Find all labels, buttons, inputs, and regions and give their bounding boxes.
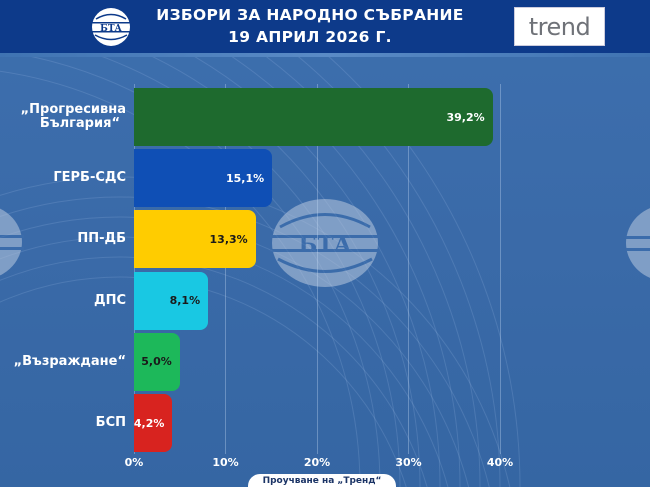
bta-watermark-left-icon bbox=[0, 208, 24, 276]
category-label: „Прогресивна България“ bbox=[21, 103, 126, 131]
x-tick-label: 0% bbox=[124, 456, 144, 469]
x-tick-label: 30% bbox=[395, 456, 422, 469]
category-label: БСП bbox=[96, 416, 126, 430]
category-label: ГЕРБ-СДС bbox=[53, 171, 126, 185]
trend-logo-text: trend bbox=[528, 12, 591, 41]
category-label-line: България“ bbox=[39, 116, 120, 131]
bar-value-label: 5,0% bbox=[141, 355, 172, 369]
x-tick-label: 10% bbox=[212, 456, 239, 469]
bta-watermark-icon: БТА bbox=[270, 199, 380, 287]
bar-value-label: 4,2% bbox=[133, 416, 165, 430]
category-label: „Възраждане“ bbox=[13, 353, 126, 369]
bta-watermark-right-icon bbox=[626, 208, 650, 278]
gridline-20 bbox=[317, 84, 318, 454]
category-label: ДПС bbox=[94, 292, 126, 308]
source-note: Проучване на „Тренд“ bbox=[248, 474, 396, 487]
gridline-30 bbox=[408, 84, 409, 454]
gridline-0 bbox=[134, 84, 135, 454]
bar-value-label: 8,1% bbox=[169, 294, 201, 308]
header-bar: БТА ИЗБОРИ ЗА НАРОДНО СЪБРАНИЕ 19 АПРИЛ … bbox=[0, 0, 650, 53]
bta-logo-icon: БТА bbox=[92, 8, 130, 46]
bar: 5,0% bbox=[134, 332, 180, 391]
trend-logo: trend bbox=[514, 7, 605, 46]
bar: 15,1% bbox=[134, 149, 273, 208]
bar: 4,2% bbox=[133, 394, 173, 452]
svg-text:БТА: БТА bbox=[298, 232, 351, 258]
bar-value-label: 13,3% bbox=[209, 232, 248, 246]
title-line-2: 19 АПРИЛ 2026 Г. bbox=[228, 28, 392, 46]
category-label-line: ПП-ДБ bbox=[77, 231, 126, 247]
x-tick-label: 40% bbox=[486, 456, 514, 469]
x-tick-label: 20% bbox=[303, 456, 331, 469]
category-label: ПП-ДБ bbox=[77, 232, 126, 246]
bar: 13,3% bbox=[134, 210, 256, 269]
category-label-line: „Прогресивна bbox=[20, 102, 126, 117]
category-label-line: „Възраждане“ bbox=[13, 353, 126, 369]
svg-text:БТА: БТА bbox=[100, 24, 122, 34]
bar: 8,1% bbox=[134, 271, 209, 330]
bar-value-label: 15,1% bbox=[225, 171, 265, 185]
bar-value-label: 39,2% bbox=[446, 110, 485, 124]
category-label-line: ГЕРБ-СДС bbox=[53, 170, 126, 186]
gridline-40 bbox=[500, 84, 501, 454]
title-line-1: ИЗБОРИ ЗА НАРОДНО СЪБРАНИЕ bbox=[156, 6, 464, 24]
background-arcs bbox=[0, 57, 521, 487]
gridline-10 bbox=[225, 84, 226, 454]
bar: 39,2% bbox=[134, 88, 493, 146]
category-label-line: БСП bbox=[95, 415, 126, 430]
category-label-line: ДПС bbox=[94, 292, 126, 308]
header-divider bbox=[0, 53, 650, 57]
